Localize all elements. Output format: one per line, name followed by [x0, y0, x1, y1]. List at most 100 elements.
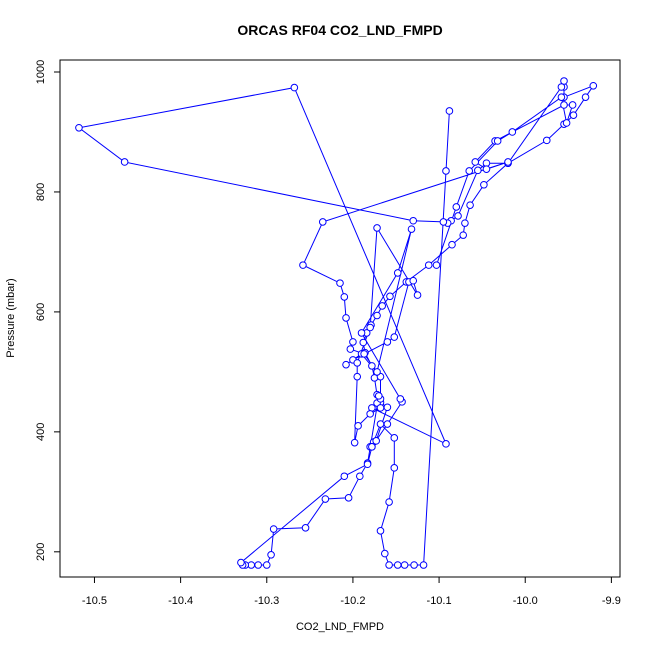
data-point — [383, 338, 392, 346]
data-point — [346, 345, 355, 353]
data-point — [410, 561, 418, 569]
data-point — [581, 93, 590, 101]
data-point — [318, 218, 327, 226]
y-tick-label: 600 — [35, 303, 47, 321]
data-point — [459, 231, 468, 239]
y-tick-label: 200 — [35, 543, 47, 561]
data-point — [560, 101, 568, 109]
data-point — [385, 498, 393, 506]
data-point — [366, 323, 374, 332]
data-point — [419, 561, 428, 569]
data-point — [413, 291, 422, 299]
data-point — [383, 403, 392, 412]
x-tick-label: -10.4 — [168, 595, 193, 607]
data-point — [439, 218, 448, 226]
data-point — [342, 314, 350, 322]
x-axis: -10.5 -10.4 -10.3 -10.2 -10.1 -10.0 -9.9 — [82, 577, 621, 607]
data-point — [321, 495, 330, 503]
data-point — [432, 261, 441, 269]
data-point — [349, 338, 357, 346]
data-point — [442, 440, 450, 448]
y-axis: 200 400 600 800 1000 — [35, 60, 60, 561]
data-point — [400, 561, 409, 569]
data-point — [75, 123, 83, 132]
data-point — [357, 329, 366, 337]
data-point — [589, 81, 598, 90]
data-point — [390, 464, 399, 472]
data-point — [378, 302, 387, 310]
data-point — [376, 527, 385, 535]
data-point — [465, 167, 474, 175]
x-tick-label: -9.9 — [602, 595, 621, 607]
data-point — [262, 561, 271, 569]
data-point — [237, 558, 245, 567]
data-point — [254, 561, 262, 569]
x-tick-label: -10.3 — [254, 595, 279, 607]
data-point — [390, 434, 399, 442]
data-point — [267, 551, 275, 559]
x-tick-label: -10.0 — [513, 595, 538, 607]
data-point — [454, 212, 462, 220]
data-point — [393, 269, 402, 277]
x-tick-label: -10.2 — [340, 595, 365, 607]
plot-frame — [59, 59, 621, 578]
x-tick-label: -10.5 — [82, 595, 107, 607]
data-point — [442, 167, 450, 175]
data-point — [354, 422, 362, 430]
data-point — [504, 158, 512, 166]
data-point — [569, 111, 578, 119]
y-axis-label: Pressure (mbar) — [5, 278, 17, 357]
y-tick-label: 1000 — [35, 60, 47, 84]
data-point — [366, 410, 374, 418]
data-point — [372, 437, 380, 445]
data-point — [373, 311, 381, 320]
data-point — [374, 392, 383, 400]
data-point — [482, 165, 491, 173]
data-point — [409, 276, 418, 285]
data-point — [385, 561, 393, 569]
data-point — [373, 368, 381, 376]
y-tick-label: 400 — [35, 423, 47, 441]
data-point — [363, 460, 372, 469]
x-tick-label: -10.1 — [427, 595, 452, 607]
data-point — [350, 438, 359, 447]
data-point — [383, 420, 392, 428]
data-point — [359, 338, 368, 347]
data-point — [452, 203, 461, 211]
data-point — [466, 201, 474, 209]
data-point — [269, 525, 278, 533]
data-point — [342, 360, 350, 369]
data-point — [493, 137, 502, 145]
data-point — [301, 524, 310, 532]
data-point — [474, 166, 482, 175]
data-point — [336, 279, 344, 287]
data-point — [353, 372, 362, 381]
data-point — [557, 93, 566, 101]
data-point — [360, 350, 368, 358]
data-point — [461, 219, 469, 227]
data-point — [376, 404, 385, 412]
data-point — [344, 494, 353, 502]
data-point — [340, 472, 349, 481]
data-point — [290, 83, 299, 92]
data-point — [368, 443, 376, 451]
data-point — [120, 158, 129, 166]
data-point — [445, 107, 454, 115]
data-point — [448, 240, 456, 249]
data-point — [557, 83, 566, 91]
series-layer — [75, 77, 598, 569]
data-point — [424, 261, 433, 269]
data-point — [407, 225, 416, 233]
data-point — [409, 216, 418, 225]
data-point — [376, 420, 385, 428]
data-point — [508, 128, 517, 136]
data-point — [568, 101, 577, 109]
data-point — [396, 395, 405, 403]
data-point — [368, 362, 376, 370]
data-point — [299, 261, 307, 269]
data-point — [393, 561, 402, 569]
series-line — [77, 80, 595, 566]
data-point — [390, 333, 399, 341]
x-axis-label: CO2_LND_FMPD — [296, 621, 384, 633]
